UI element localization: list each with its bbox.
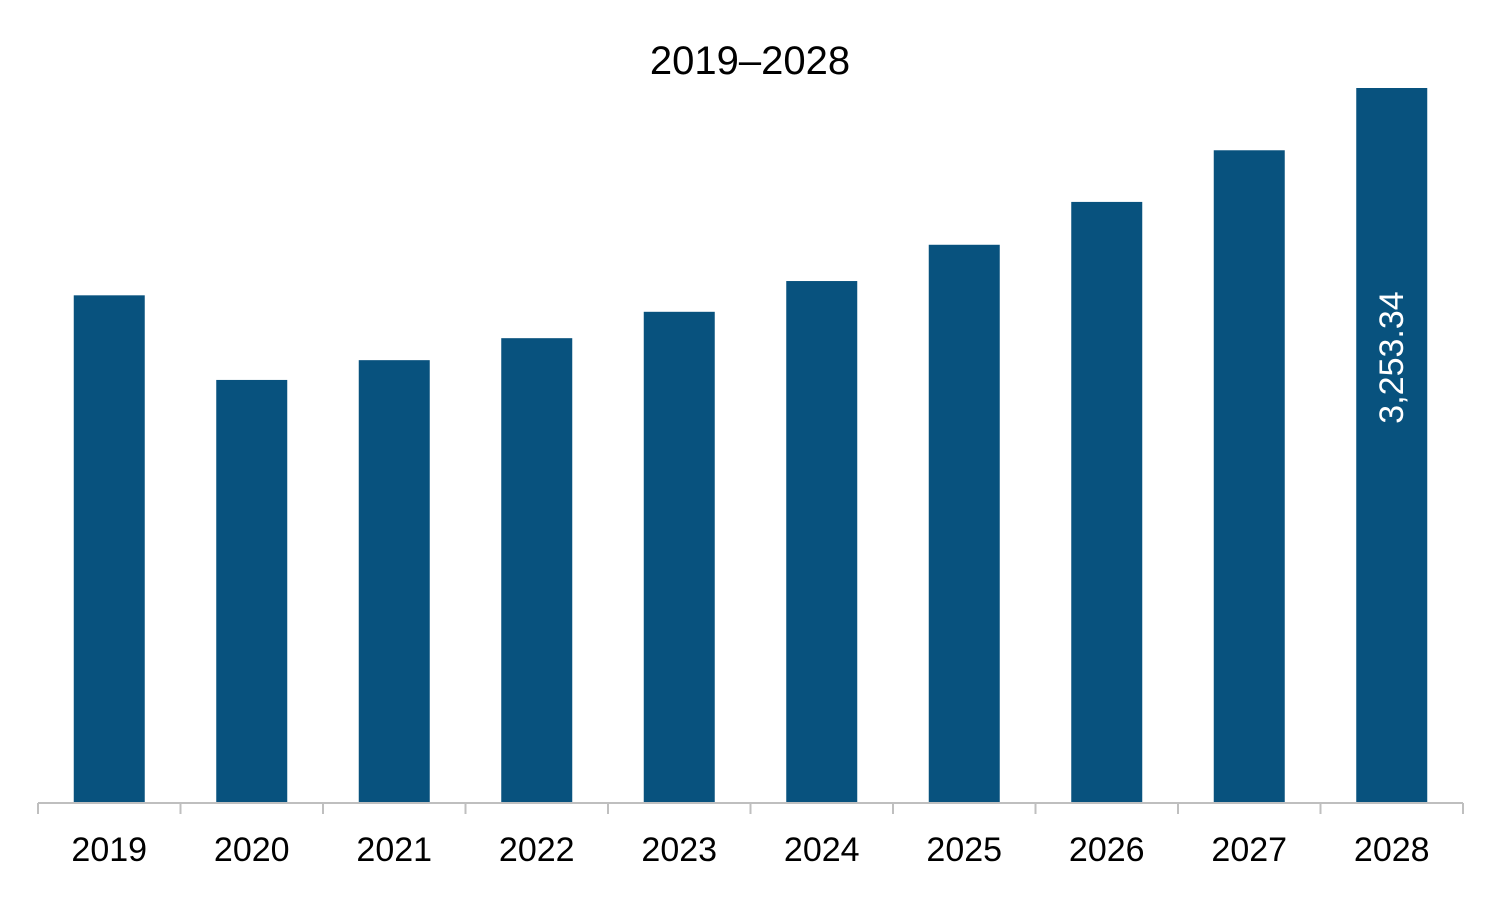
bar-2024 xyxy=(786,281,858,804)
data-label-2028: 3,253.34 xyxy=(1373,291,1411,423)
x-tick-label-2023: 2023 xyxy=(641,831,717,869)
x-tick-label-2022: 2022 xyxy=(499,831,575,869)
bar-2019 xyxy=(73,295,145,803)
x-tick-label-2024: 2024 xyxy=(784,831,860,869)
bar-2022 xyxy=(501,338,573,803)
bar-2028 xyxy=(1356,88,1428,803)
chart-title: 2019–2028 xyxy=(650,39,850,83)
bar-2023 xyxy=(643,311,715,803)
bars-layer xyxy=(73,88,1428,804)
x-tick-label-2027: 2027 xyxy=(1211,831,1287,869)
bar-2025 xyxy=(928,244,1000,803)
x-tick-label-2020: 2020 xyxy=(214,831,290,869)
x-axis-tick-labels: 2019 2020 2021 2022 2023 2024 2025 2026 2027 2028 xyxy=(71,831,1429,869)
bar-2026 xyxy=(1071,201,1143,803)
data-labels-layer: 3,253.34 xyxy=(1373,291,1411,423)
bar-2027 xyxy=(1213,150,1285,803)
x-axis-ticks xyxy=(37,803,1464,814)
bar-2020 xyxy=(216,379,288,803)
x-tick-label-2019: 2019 xyxy=(71,831,147,869)
x-tick-label-2028: 2028 xyxy=(1354,831,1430,869)
x-tick-label-2026: 2026 xyxy=(1069,831,1145,869)
x-tick-label-2025: 2025 xyxy=(926,831,1002,869)
bar-2021 xyxy=(358,360,430,803)
x-tick-label-2021: 2021 xyxy=(356,831,432,869)
